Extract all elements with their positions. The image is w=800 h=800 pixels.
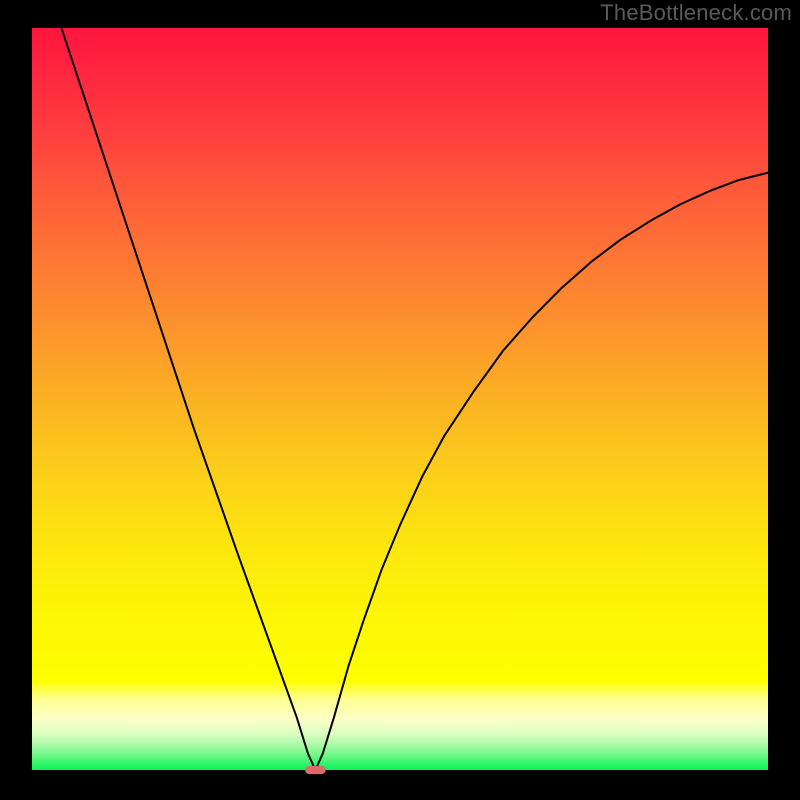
minimum-marker	[305, 766, 326, 774]
plot-background-gradient	[32, 28, 768, 770]
bottleneck-chart	[0, 0, 800, 800]
watermark-text: TheBottleneck.com	[600, 0, 792, 26]
